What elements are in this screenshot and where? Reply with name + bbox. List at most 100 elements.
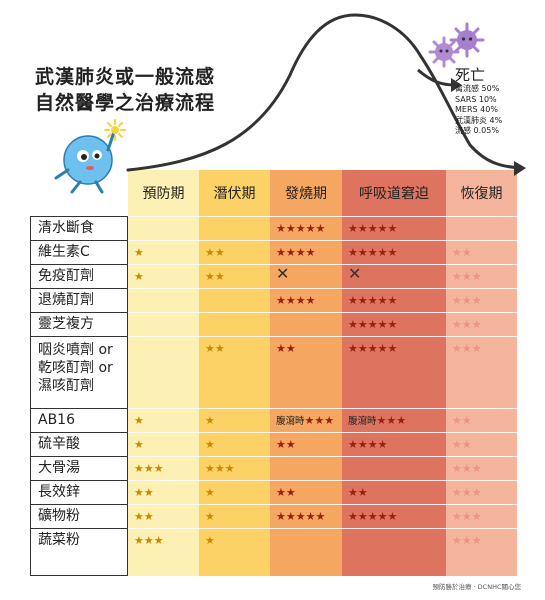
- row-label: 清水斷食: [38, 220, 94, 236]
- row-divider: [30, 312, 128, 313]
- rating-cell: ★★: [134, 510, 154, 523]
- row-divider: [128, 312, 517, 313]
- stage-column-1: [128, 170, 199, 576]
- rating-cell: ★: [134, 270, 144, 283]
- rating-cell: ★★★: [452, 294, 482, 307]
- rating-cell: ★★★: [452, 534, 482, 547]
- rating-cell: ★★★★★: [276, 222, 326, 235]
- row-label: 礦物粉: [38, 508, 80, 524]
- rating-cell: ★★★★★: [348, 510, 398, 523]
- stage-column-5: [446, 170, 517, 576]
- mortality-arrow: [417, 68, 456, 87]
- row-divider: [30, 288, 128, 289]
- rating-cell: ★: [205, 486, 215, 499]
- illness-curve: [126, 13, 524, 172]
- rating-cell: ★★★: [134, 462, 164, 475]
- row-label: 靈芝複方: [38, 316, 94, 332]
- row-divider: [30, 456, 128, 457]
- rating-cell: ★★★★★: [348, 294, 398, 307]
- stage-header: 發燒期: [285, 186, 327, 202]
- row-label: 免疫酊劑: [38, 268, 94, 284]
- row-label: 維生素C: [38, 244, 90, 260]
- rating-cell: ★★★★★: [348, 342, 398, 355]
- title-line-1: 武漢肺炎或一般流感: [35, 66, 216, 88]
- row-divider: [30, 408, 128, 409]
- mortality-heading: 死亡: [455, 66, 486, 84]
- rating-cell: ★: [134, 414, 144, 427]
- rating-cell: ★★★★: [276, 246, 316, 259]
- row-divider: [128, 528, 517, 529]
- spark-icon: [104, 119, 126, 141]
- row-divider: [128, 480, 517, 481]
- row-label: 大骨湯: [38, 460, 80, 476]
- rating-cell: ★★: [452, 414, 472, 427]
- stage-header: 潛伏期: [213, 186, 256, 202]
- rating-cell: ★★★: [452, 342, 482, 355]
- stage-column-2: [199, 170, 270, 576]
- row-label: AB16: [38, 412, 75, 428]
- rating-cell: ★★: [452, 438, 472, 451]
- rating-cell: ★★: [348, 486, 368, 499]
- row-divider: [128, 336, 517, 337]
- row-label: 咽炎噴劑 or 乾咳酊劑 or 濕咳酊劑: [38, 342, 113, 394]
- rating-cell: ✕: [348, 264, 362, 283]
- rating-cell: ★: [134, 438, 144, 451]
- blood-cell-mascot-icon: [54, 130, 116, 194]
- credit-text: 預防勝於治療 · DCNHC關心您: [432, 583, 521, 591]
- rating-cell: ★: [205, 510, 215, 523]
- rating-cell: ★★★: [452, 486, 482, 499]
- rating-cell: ★★★★: [348, 438, 388, 451]
- rating-cell: ★★★★★: [348, 318, 398, 331]
- rating-cell: ★★★★★: [348, 246, 398, 259]
- row-divider: [128, 432, 517, 433]
- row-divider: [128, 264, 517, 265]
- rating-cell: ★★: [452, 246, 472, 259]
- rating-cell: ★★★★: [276, 294, 316, 307]
- mortality-item: 禽流感 50%: [455, 84, 500, 93]
- rating-cell: ★★★: [452, 318, 482, 331]
- rating-cell: ★★★★★: [348, 222, 398, 235]
- row-label: 硫辛酸: [38, 436, 80, 452]
- mortality-item: SARS 10%: [455, 94, 497, 104]
- stage-header: 恢復期: [460, 186, 503, 202]
- row-divider: [128, 240, 517, 241]
- rating-cell: ★★★: [205, 462, 235, 475]
- rating-cell: ★★★: [452, 462, 482, 475]
- row-label: 退燒酊劑: [38, 292, 94, 308]
- mortality-list: 禽流感 50% SARS 10% MERS 40% 武漢肺炎 4% 流感 0.0…: [455, 84, 502, 137]
- row-divider: [128, 408, 517, 409]
- stage-header: 預防期: [142, 186, 185, 202]
- mortality-item: MERS 40%: [455, 105, 498, 114]
- row-divider: [30, 480, 128, 481]
- row-label: 蔬菜粉: [38, 532, 80, 548]
- mortality-item: 武漢肺炎 4%: [455, 115, 503, 125]
- rating-cell: ★★: [205, 342, 225, 355]
- rating-cell: ★★: [276, 486, 296, 499]
- row-divider: [128, 456, 517, 457]
- rating-cell: ★: [134, 246, 144, 259]
- rating-cell: ★: [205, 534, 215, 547]
- rating-cell: ★★★: [452, 270, 482, 283]
- rating-cell: ✕: [276, 264, 290, 283]
- rating-cell: ★: [205, 414, 215, 427]
- rating-cell: ★★★: [452, 510, 482, 523]
- row-divider: [30, 216, 128, 217]
- rating-cell: ★★★: [134, 534, 164, 547]
- row-divider: [30, 264, 128, 265]
- rating-cell: ★★: [205, 246, 225, 259]
- row-divider: [30, 336, 128, 337]
- rating-cell: 腹瀉時★★★: [348, 414, 407, 427]
- stage-header: 呼吸道窘迫: [359, 186, 429, 202]
- virus-icon: [428, 36, 460, 68]
- rating-cell: ★: [205, 438, 215, 451]
- stage-column-3: [270, 170, 342, 576]
- row-divider: [30, 240, 128, 241]
- row-divider: [128, 288, 517, 289]
- mortality-item: 流感 0.05%: [455, 126, 499, 135]
- mortality-arrowhead-icon: [451, 78, 462, 92]
- title-line-2: 自然醫學之治療流程: [35, 92, 216, 114]
- rating-cell: ★★★★★: [276, 510, 326, 523]
- rating-cell: ★★: [276, 342, 296, 355]
